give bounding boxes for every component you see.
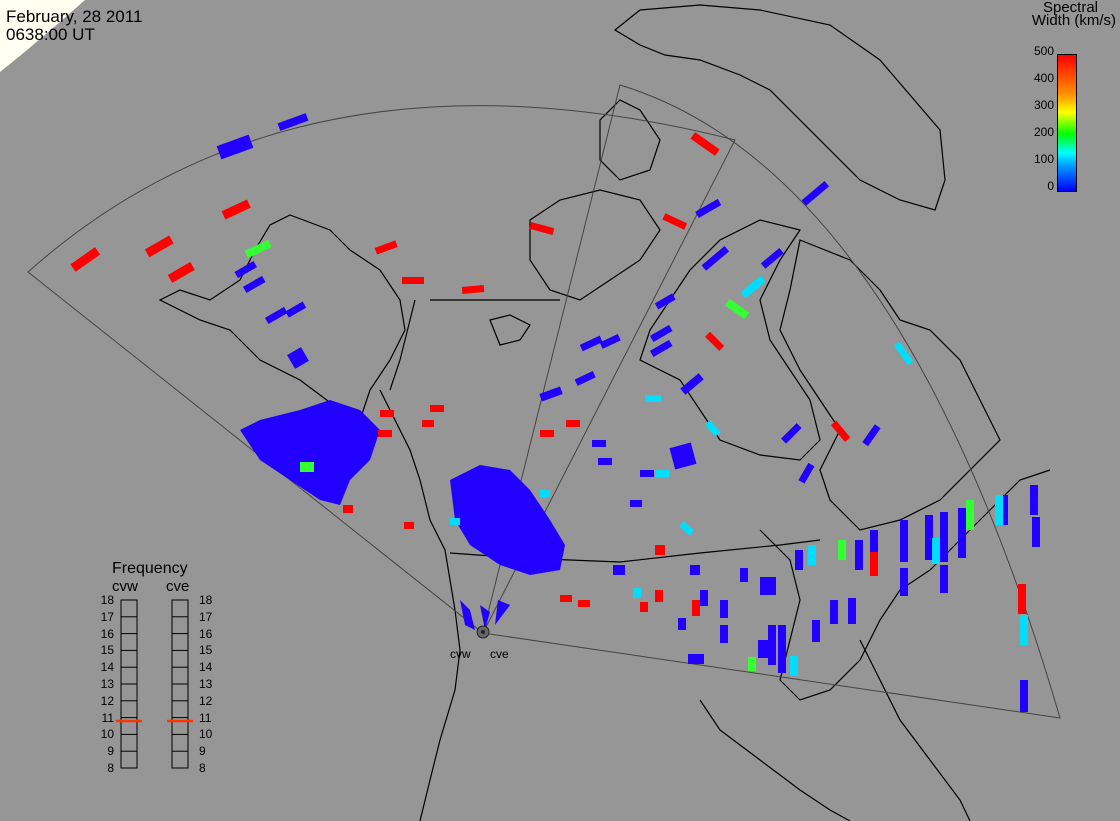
time-label: 0638:00 UT	[6, 25, 95, 44]
frequency-title: Frequency	[112, 560, 188, 577]
colorbar-title-line2: Width (km/s)	[1031, 12, 1116, 29]
colorbar-tick: 400	[1033, 71, 1054, 85]
frequency-tick-label: 8	[199, 761, 206, 775]
frequency-tick-label: 13	[199, 677, 213, 691]
frequency-tick-label: 9	[199, 744, 206, 759]
site-label-cvw: cvw	[450, 647, 471, 661]
frequency-tick-label: 11	[199, 710, 212, 725]
scatter-red	[70, 132, 1026, 616]
frequency-tick-label: 11	[101, 710, 114, 725]
frequency-ticks	[116, 616, 193, 769]
frequency-tick-label: 10	[199, 727, 213, 742]
frequency-tick-label: 12	[199, 693, 213, 708]
colorbar-tick: 100	[1033, 152, 1054, 166]
frequency-tick-label: 9	[107, 744, 114, 759]
frequency-tick-label: 15	[199, 643, 213, 658]
date-label: February, 28 2011	[6, 7, 143, 26]
site-label-cve: cve	[490, 647, 509, 661]
scatter-blue	[216, 113, 1040, 712]
frequency-tick-label: 16	[199, 626, 213, 641]
scatter-green	[244, 239, 974, 671]
frequency-tick-label: 14	[100, 660, 114, 675]
frequency-tick-label: 16	[100, 626, 114, 641]
radar-fov	[27, 84, 1061, 719]
frequency-tick-label: 12	[100, 693, 114, 708]
frequency-tick-label: 15	[100, 643, 114, 658]
colorbar-title-line1: Spectral	[1042, 0, 1098, 16]
frequency-tick-label: 17	[199, 609, 213, 624]
colorbar-tick: 0	[1047, 179, 1054, 193]
colorbar-tick: 300	[1033, 98, 1054, 112]
daylight-region	[0, 0, 85, 72]
frequency-tick-label: 13	[100, 677, 114, 691]
frequency-tick-label: 8	[107, 761, 114, 775]
frequency-radar-cvw: cvw	[112, 578, 138, 595]
colorbar	[1057, 54, 1077, 192]
frequency-tick-label: 18	[100, 593, 114, 607]
frequency-tick-label: 10	[100, 727, 114, 742]
frequency-radar-cve: cve	[166, 578, 190, 595]
colorbar-tick: 200	[1033, 125, 1054, 139]
scatter-cyan	[450, 275, 1028, 676]
frequency-tick-label: 17	[100, 609, 114, 624]
frequency-tick-label: 14	[199, 660, 213, 675]
frequency-tick-label: 18	[199, 593, 213, 607]
colorbar-tick: 500	[1033, 44, 1054, 58]
